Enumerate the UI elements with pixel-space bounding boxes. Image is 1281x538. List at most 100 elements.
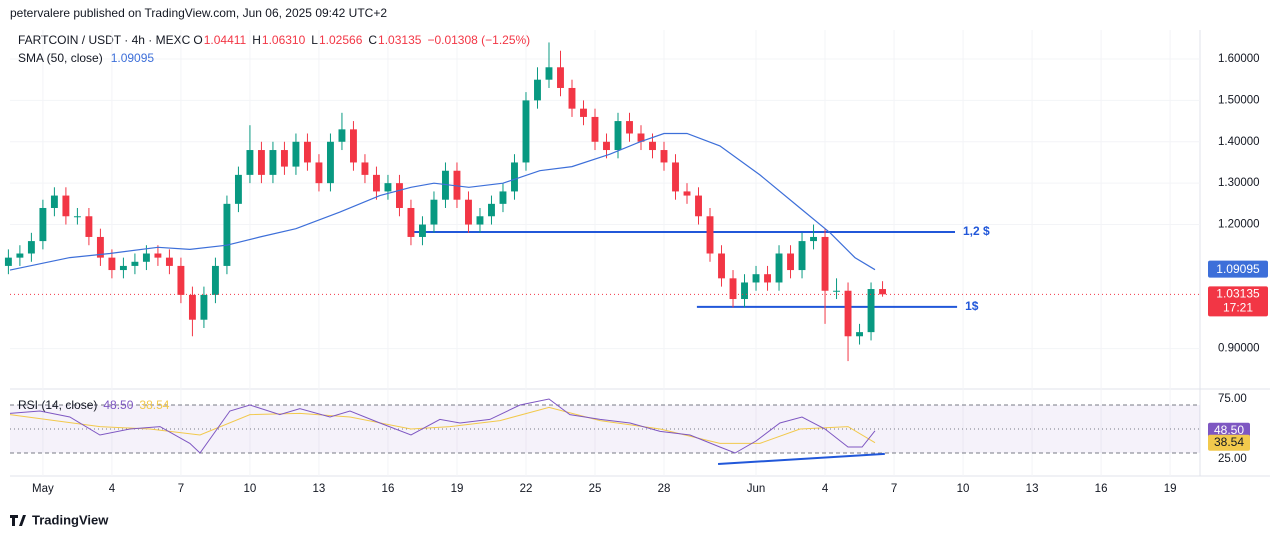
candle-body — [326, 141, 334, 184]
candle-body — [165, 257, 173, 266]
publisher: petervalere published on TradingView.com… — [10, 6, 387, 20]
candle-body — [27, 241, 35, 254]
candle-body — [626, 121, 633, 134]
sma-legend-value: 1.09095 — [111, 51, 155, 65]
candle-body — [292, 141, 300, 167]
x-tick-label: 4 — [822, 483, 829, 495]
candle-body — [246, 150, 254, 175]
ohlc-value: 1.06310 — [262, 33, 306, 47]
candle-body — [39, 207, 47, 242]
candle-body — [534, 79, 541, 101]
candle-body — [683, 191, 691, 196]
footer-brand: TradingView — [32, 512, 109, 527]
candle-body — [741, 282, 748, 300]
candle-body — [580, 108, 587, 117]
candle-body — [430, 199, 438, 225]
x-tick-label: 10 — [957, 483, 970, 495]
y-tick-label: 0.90000 — [1218, 343, 1260, 355]
candle-body — [775, 253, 783, 283]
candle-body — [856, 332, 863, 337]
x-tick-label: Jun — [747, 483, 766, 495]
ohlc-value: 1.02566 — [319, 33, 363, 47]
x-tick-label: 10 — [244, 483, 257, 495]
candle-body — [867, 289, 875, 333]
candle-body — [798, 241, 806, 271]
x-tick-label: 13 — [1026, 483, 1039, 495]
x-tick-label: 19 — [1164, 483, 1177, 495]
candle-body — [234, 174, 242, 204]
rsi-ma-axis-label: 38.54 — [1214, 435, 1244, 449]
candle-body — [257, 150, 265, 175]
rsi-band — [10, 404, 1200, 453]
x-tick-label: 16 — [1095, 483, 1108, 495]
candle-body — [373, 174, 380, 192]
candle-body — [787, 253, 794, 271]
y-tick-label: 1.50000 — [1218, 94, 1260, 106]
ohlc-label: C — [368, 33, 377, 47]
rsi-line — [9, 398, 876, 454]
candle-body — [419, 224, 426, 237]
candle-body — [188, 294, 196, 320]
candle-body — [16, 253, 24, 258]
candle-body — [142, 253, 150, 262]
candle-body — [729, 278, 737, 300]
candle-body — [442, 170, 449, 200]
countdown: 17:21 — [1223, 301, 1253, 315]
x-tick-label: May — [32, 483, 54, 495]
x-tick-label: 16 — [382, 483, 395, 495]
rsi-ma-box — [1208, 434, 1250, 451]
candle-body — [62, 195, 70, 217]
candle-body — [557, 67, 564, 88]
y-tick-label: 1.30000 — [1218, 177, 1260, 189]
last-price-label: 1.03135 — [1216, 287, 1260, 301]
x-tick-label: 28 — [658, 483, 671, 495]
y-tick-label: 1.40000 — [1218, 136, 1260, 148]
level-label: 1$ — [965, 299, 979, 313]
candle-body — [350, 129, 357, 163]
ohlc-value: 1.03135 — [378, 33, 422, 47]
candle-body — [522, 100, 530, 163]
logo — [10, 515, 26, 526]
y-tick-label: 1.60000 — [1218, 53, 1260, 65]
candle-body — [511, 162, 518, 192]
candle-body — [591, 116, 599, 142]
legend: FARTCOIN / USDT · 4h · MEXC — [18, 33, 191, 47]
candle-body — [177, 265, 185, 295]
candle-body — [568, 87, 576, 109]
candle-body — [545, 67, 553, 80]
candle-body — [453, 170, 461, 200]
candle-body — [50, 195, 58, 208]
rsi-legend: RSI (14, close) — [18, 398, 97, 412]
candle-body — [706, 216, 714, 254]
ohlc-label: H — [252, 33, 261, 47]
candle-body — [833, 290, 840, 292]
candle-body — [4, 257, 12, 266]
rsi-axis-label: 48.50 — [1214, 423, 1244, 437]
candle-body — [614, 121, 622, 151]
candle-body — [672, 162, 679, 192]
candle-body — [154, 253, 162, 258]
level-label: 1,2 $ — [963, 224, 990, 238]
last-price-box — [1208, 286, 1268, 317]
x-tick-label: 7 — [178, 483, 184, 495]
candle-body — [108, 257, 116, 271]
candle-body — [476, 216, 484, 225]
candle-body — [407, 207, 415, 237]
candle-body — [660, 150, 668, 163]
ohlc-value: 1.04411 — [204, 33, 247, 47]
rsi-trendline — [718, 452, 885, 466]
ohlc-label: L — [311, 33, 318, 47]
candle-body — [96, 236, 104, 258]
candle-body — [465, 199, 472, 225]
candle-body — [85, 216, 93, 237]
rsi-tick-label: 75.00 — [1218, 393, 1247, 405]
candle-body — [269, 150, 277, 175]
candle-body — [315, 162, 323, 184]
candle-body — [637, 133, 645, 142]
rsi-ma-legend-value: 38.54 — [139, 398, 169, 412]
rsi-tick-label: 25.00 — [1218, 453, 1247, 465]
candle-body — [200, 294, 208, 320]
candle-body — [119, 265, 127, 271]
candle-body — [396, 183, 403, 208]
candle-body — [211, 265, 219, 295]
